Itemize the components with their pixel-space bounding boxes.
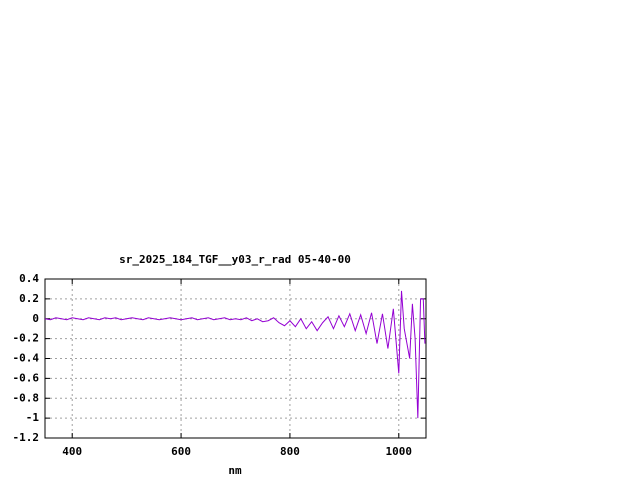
x-axis-label: nm xyxy=(228,464,242,477)
x-tick-label: 600 xyxy=(171,445,191,458)
y-tick-label: 0 xyxy=(32,312,39,325)
x-tick-label: 400 xyxy=(62,445,82,458)
x-tick-label: 1000 xyxy=(386,445,413,458)
y-tick-label: -0.6 xyxy=(13,371,40,384)
y-tick-label: -1 xyxy=(26,411,40,424)
data-line xyxy=(44,290,426,419)
chart-title: sr_2025_184_TGF__y03_r_rad 05-40-00 xyxy=(119,253,351,266)
y-tick-label: 0.2 xyxy=(19,292,39,305)
y-tick-label: -1.2 xyxy=(13,431,40,444)
y-tick-label: -0.4 xyxy=(13,352,40,365)
y-tick-label: -0.8 xyxy=(13,391,40,404)
x-tick-label: 800 xyxy=(280,445,300,458)
y-tick-label: 0.4 xyxy=(19,272,39,285)
plot-frame xyxy=(44,278,427,439)
y-tick-label: -0.2 xyxy=(13,332,40,345)
